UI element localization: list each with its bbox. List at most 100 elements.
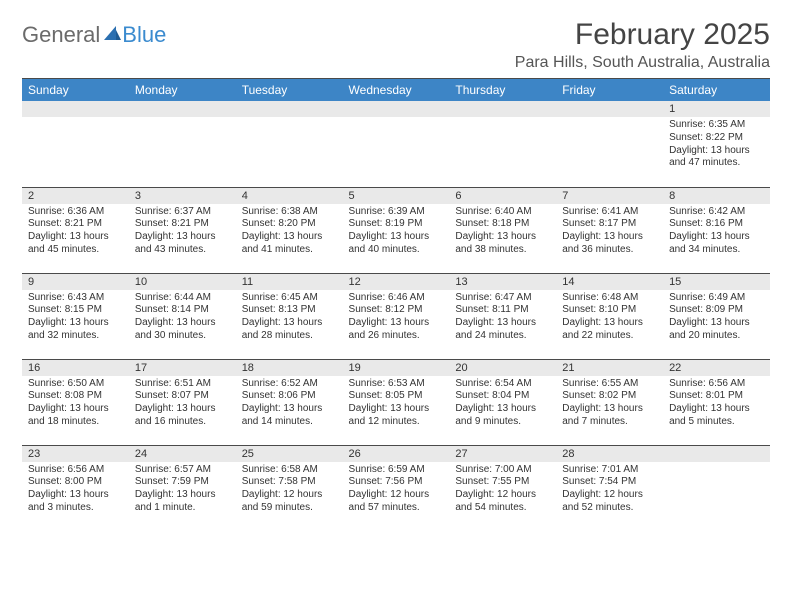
- page-header: General Blue February 2025 Para Hills, S…: [22, 18, 770, 72]
- day-number: 24: [129, 446, 236, 462]
- sunrise-text: Sunrise: 6:40 AM: [455, 206, 550, 219]
- daylight-text: Daylight: 13 hours and 24 minutes.: [455, 317, 550, 343]
- day-number: 20: [449, 360, 556, 376]
- calendar-row: 1Sunrise: 6:35 AMSunset: 8:22 PMDaylight…: [22, 101, 770, 187]
- day-number: 9: [22, 274, 129, 290]
- location-text: Para Hills, South Australia, Australia: [515, 54, 770, 72]
- calendar-cell: 13 Sunrise: 6:47 AMSunset: 8:11 PMDayligh…: [449, 273, 556, 359]
- sunset-text: Sunset: 8:21 PM: [135, 218, 230, 231]
- day-number: [556, 101, 663, 117]
- daylight-text: Daylight: 13 hours and 3 minutes.: [28, 489, 123, 515]
- sunset-text: Sunset: 8:14 PM: [135, 304, 230, 317]
- day-number: [449, 101, 556, 117]
- calendar-cell: 16Sunrise: 6:50 AMSunset: 8:08 PMDayligh…: [22, 359, 129, 445]
- day-number: 23: [22, 446, 129, 462]
- calendar-body: 1Sunrise: 6:35 AMSunset: 8:22 PMDaylight…: [22, 101, 770, 531]
- day-details: Sunrise: 6:50 AMSunset: 8:08 PMDaylight:…: [22, 376, 129, 433]
- sunset-text: Sunset: 8:11 PM: [455, 304, 550, 317]
- day-details: Sunrise: 6:37 AMSunset: 8:21 PMDaylight:…: [129, 204, 236, 261]
- calendar-cell: 19Sunrise: 6:53 AMSunset: 8:05 PMDayligh…: [343, 359, 450, 445]
- sunrise-text: Sunrise: 6:49 AM: [669, 292, 764, 305]
- sunset-text: Sunset: 8:01 PM: [669, 390, 764, 403]
- day-details: Sunrise: 7:00 AMSunset: 7:55 PMDaylight:…: [449, 462, 556, 519]
- day-details: Sunrise: 6:35 AMSunset: 8:22 PMDaylight:…: [663, 117, 770, 174]
- daylight-text: Daylight: 13 hours and 30 minutes.: [135, 317, 230, 343]
- sunset-text: Sunset: 8:16 PM: [669, 218, 764, 231]
- calendar-cell: 27Sunrise: 7:00 AMSunset: 7:55 PMDayligh…: [449, 445, 556, 531]
- sunrise-text: Sunrise: 6:59 AM: [349, 464, 444, 477]
- day-details: Sunrise: 6:42 AMSunset: 8:16 PMDaylight:…: [663, 204, 770, 261]
- day-details: Sunrise: 6:54 AMSunset: 8:04 PMDaylight:…: [449, 376, 556, 433]
- calendar-cell: [556, 101, 663, 187]
- sunset-text: Sunset: 8:17 PM: [562, 218, 657, 231]
- daylight-text: Daylight: 13 hours and 43 minutes.: [135, 231, 230, 257]
- calendar-cell: [236, 101, 343, 187]
- day-header: Saturday: [663, 79, 770, 101]
- calendar-cell: 21Sunrise: 6:55 AMSunset: 8:02 PMDayligh…: [556, 359, 663, 445]
- daylight-text: Daylight: 13 hours and 7 minutes.: [562, 403, 657, 429]
- daylight-text: Daylight: 13 hours and 36 minutes.: [562, 231, 657, 257]
- calendar-cell: 10Sunrise: 6:44 AMSunset: 8:14 PMDayligh…: [129, 273, 236, 359]
- daylight-text: Daylight: 13 hours and 1 minute.: [135, 489, 230, 515]
- day-details: Sunrise: 6:40 AMSunset: 8:18 PMDaylight:…: [449, 204, 556, 261]
- calendar-cell: 5Sunrise: 6:39 AMSunset: 8:19 PMDaylight…: [343, 187, 450, 273]
- calendar-cell: [343, 101, 450, 187]
- sunrise-text: Sunrise: 6:47 AM: [455, 292, 550, 305]
- calendar-cell: 3Sunrise: 6:37 AMSunset: 8:21 PMDaylight…: [129, 187, 236, 273]
- calendar-table: SundayMondayTuesdayWednesdayThursdayFrid…: [22, 79, 770, 531]
- logo-text-general: General: [22, 24, 100, 46]
- sunset-text: Sunset: 8:21 PM: [28, 218, 123, 231]
- daylight-text: Daylight: 13 hours and 34 minutes.: [669, 231, 764, 257]
- day-details: Sunrise: 6:46 AMSunset: 8:12 PMDaylight:…: [343, 290, 450, 347]
- daylight-text: Daylight: 13 hours and 38 minutes.: [455, 231, 550, 257]
- daylight-text: Daylight: 13 hours and 22 minutes.: [562, 317, 657, 343]
- sunrise-text: Sunrise: 6:57 AM: [135, 464, 230, 477]
- daylight-text: Daylight: 13 hours and 16 minutes.: [135, 403, 230, 429]
- sunset-text: Sunset: 8:20 PM: [242, 218, 337, 231]
- sunrise-text: Sunrise: 6:52 AM: [242, 378, 337, 391]
- day-details: Sunrise: 6:36 AMSunset: 8:21 PMDaylight:…: [22, 204, 129, 261]
- day-number: 5: [343, 188, 450, 204]
- day-number: 3: [129, 188, 236, 204]
- daylight-text: Daylight: 13 hours and 18 minutes.: [28, 403, 123, 429]
- calendar-head: SundayMondayTuesdayWednesdayThursdayFrid…: [22, 79, 770, 101]
- calendar-cell: 23Sunrise: 6:56 AMSunset: 8:00 PMDayligh…: [22, 445, 129, 531]
- day-details: Sunrise: 6:55 AMSunset: 8:02 PMDaylight:…: [556, 376, 663, 433]
- daylight-text: Daylight: 13 hours and 28 minutes.: [242, 317, 337, 343]
- sunrise-text: Sunrise: 6:42 AM: [669, 206, 764, 219]
- day-details: Sunrise: 6:58 AMSunset: 7:58 PMDaylight:…: [236, 462, 343, 519]
- day-number: 26: [343, 446, 450, 462]
- calendar-cell: 6Sunrise: 6:40 AMSunset: 8:18 PMDaylight…: [449, 187, 556, 273]
- day-number: [343, 101, 450, 117]
- calendar-cell: 8Sunrise: 6:42 AMSunset: 8:16 PMDaylight…: [663, 187, 770, 273]
- calendar-cell: [449, 101, 556, 187]
- daylight-text: Daylight: 12 hours and 54 minutes.: [455, 489, 550, 515]
- sunrise-text: Sunrise: 6:48 AM: [562, 292, 657, 305]
- sunset-text: Sunset: 8:06 PM: [242, 390, 337, 403]
- sunset-text: Sunset: 8:07 PM: [135, 390, 230, 403]
- daylight-text: Daylight: 13 hours and 12 minutes.: [349, 403, 444, 429]
- day-number: 14: [556, 274, 663, 290]
- sunset-text: Sunset: 8:12 PM: [349, 304, 444, 317]
- daylight-text: Daylight: 12 hours and 59 minutes.: [242, 489, 337, 515]
- day-number: 22: [663, 360, 770, 376]
- calendar-cell: 22Sunrise: 6:56 AMSunset: 8:01 PMDayligh…: [663, 359, 770, 445]
- sunset-text: Sunset: 8:05 PM: [349, 390, 444, 403]
- day-number: 13: [449, 274, 556, 290]
- sunrise-text: Sunrise: 6:55 AM: [562, 378, 657, 391]
- sunrise-text: Sunrise: 6:37 AM: [135, 206, 230, 219]
- day-number: [22, 101, 129, 117]
- day-details: Sunrise: 6:59 AMSunset: 7:56 PMDaylight:…: [343, 462, 450, 519]
- day-header-row: SundayMondayTuesdayWednesdayThursdayFrid…: [22, 79, 770, 101]
- day-number: 16: [22, 360, 129, 376]
- calendar-cell: 25Sunrise: 6:58 AMSunset: 7:58 PMDayligh…: [236, 445, 343, 531]
- day-number: 21: [556, 360, 663, 376]
- day-details: Sunrise: 6:38 AMSunset: 8:20 PMDaylight:…: [236, 204, 343, 261]
- sunrise-text: Sunrise: 6:39 AM: [349, 206, 444, 219]
- day-number: 17: [129, 360, 236, 376]
- day-details: Sunrise: 6:52 AMSunset: 8:06 PMDaylight:…: [236, 376, 343, 433]
- sunrise-text: Sunrise: 6:36 AM: [28, 206, 123, 219]
- day-details: Sunrise: 6:43 AMSunset: 8:15 PMDaylight:…: [22, 290, 129, 347]
- month-title: February 2025: [515, 18, 770, 52]
- day-header: Wednesday: [343, 79, 450, 101]
